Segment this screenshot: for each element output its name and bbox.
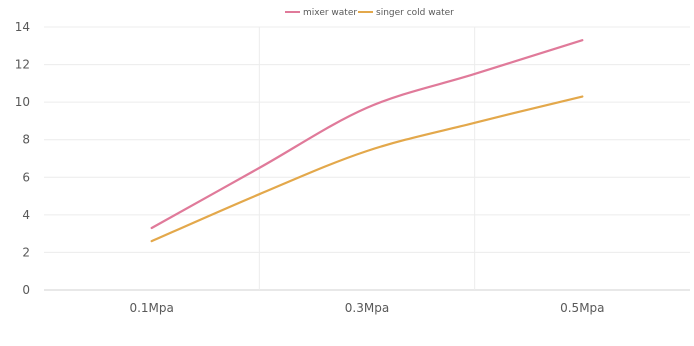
legend-label-0: mixer water (303, 8, 357, 18)
grid-lines (44, 26, 690, 291)
y-tick-label: 0 (22, 283, 30, 297)
x-tick-label: 0.3Mpa (345, 301, 389, 315)
y-axis: 0 2 4 6 8 10 12 14 (15, 20, 30, 297)
y-tick-label: 4 (22, 208, 30, 222)
x-tick-label: 0.5Mpa (560, 301, 604, 315)
y-tick-label: 2 (22, 245, 30, 259)
y-tick-label: 10 (15, 95, 30, 109)
y-tick-label: 12 (15, 58, 30, 72)
y-tick-label: 14 (15, 20, 30, 34)
series-line-1 (150, 95, 584, 243)
y-tick-label: 6 (22, 170, 30, 184)
legend-label-1: singer cold water (376, 8, 454, 18)
series-line-0 (150, 39, 584, 230)
x-tick-label: 0.1Mpa (129, 301, 173, 315)
x-axis: 0.1Mpa 0.3Mpa 0.5Mpa (129, 301, 604, 315)
series-lines (150, 39, 584, 243)
y-tick-label: 8 (22, 133, 30, 147)
legend: mixer water singer cold water (285, 8, 454, 18)
